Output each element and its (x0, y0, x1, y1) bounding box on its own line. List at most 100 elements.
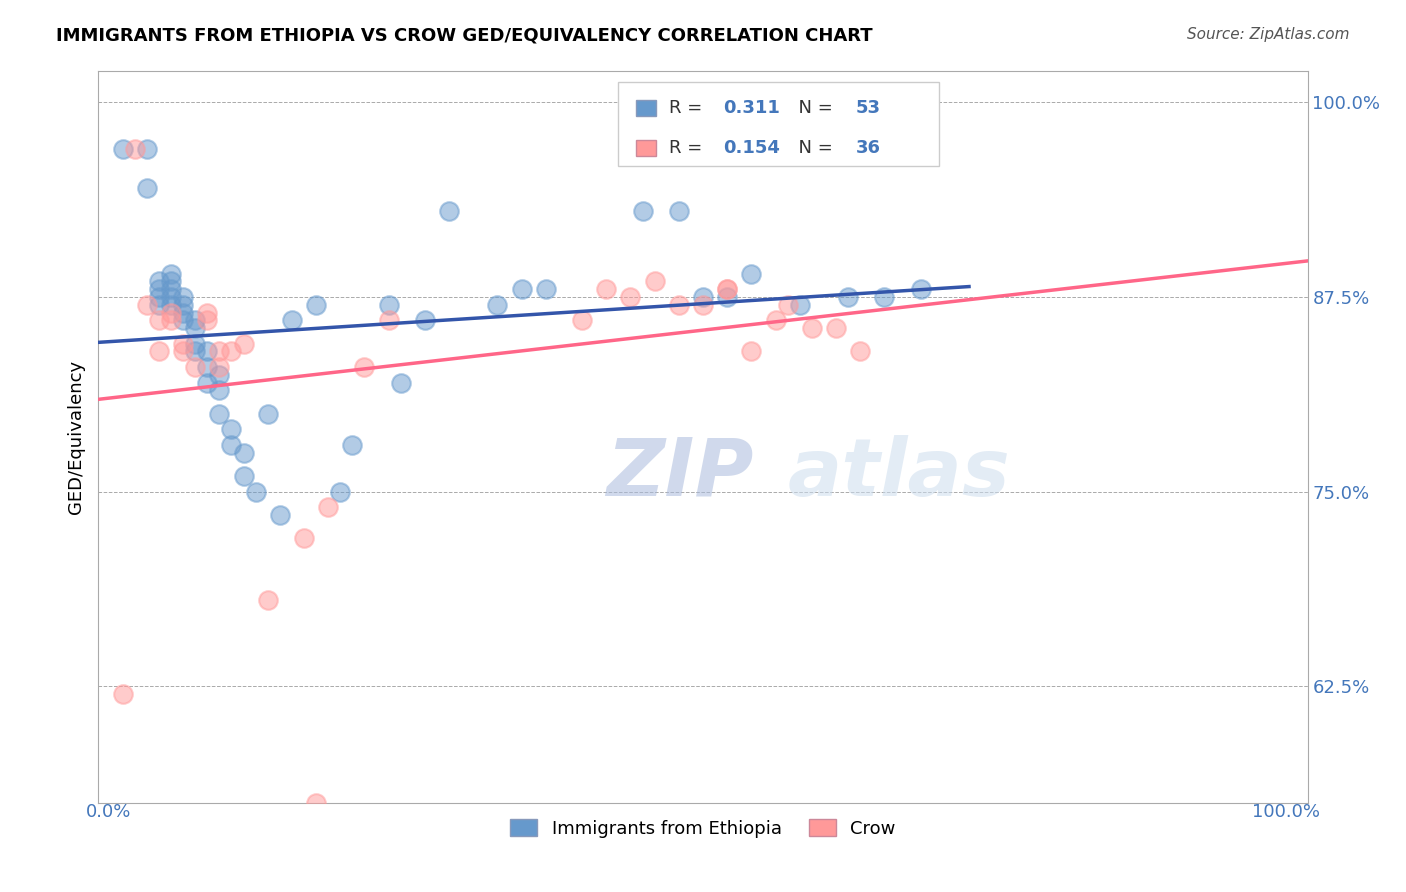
Point (668, 204, 690, 219)
Legend: Immigrants from Ethiopia, Crow: Immigrants from Ethiopia, Crow (503, 813, 903, 845)
Point (245, 484, 267, 499)
Point (160, 267, 183, 281)
Point (195, 305, 218, 319)
Point (740, 344, 762, 359)
Text: N =: N = (787, 99, 838, 117)
Point (644, 275, 666, 289)
Point (716, 290, 738, 304)
Point (148, 298, 170, 312)
Point (184, 359, 207, 374)
Point (111, 142, 134, 156)
Y-axis label: GED/Equivalency: GED/Equivalency (66, 360, 84, 514)
Point (873, 290, 896, 304)
Point (208, 407, 231, 421)
Point (281, 313, 304, 327)
Point (256, 593, 278, 607)
Point (329, 484, 352, 499)
FancyBboxPatch shape (637, 100, 657, 116)
Point (740, 267, 762, 281)
Point (135, 142, 157, 156)
Point (195, 344, 218, 359)
Point (292, 531, 315, 545)
Point (221, 422, 243, 436)
Point (305, 298, 328, 312)
FancyBboxPatch shape (637, 140, 657, 156)
Text: 53: 53 (856, 99, 882, 117)
Point (184, 321, 207, 335)
Point (208, 384, 231, 398)
Point (353, 359, 375, 374)
Point (232, 445, 254, 459)
Text: IMMIGRANTS FROM ETHIOPIA VS CROW GED/EQUIVALENCY CORRELATION CHART: IMMIGRANTS FROM ETHIOPIA VS CROW GED/EQU… (56, 27, 873, 45)
Text: R =: R = (668, 138, 707, 157)
Point (160, 305, 183, 319)
Point (256, 407, 278, 421)
Point (377, 313, 399, 327)
Point (172, 298, 194, 312)
Text: Source: ZipAtlas.com: Source: ZipAtlas.com (1187, 27, 1350, 42)
Point (910, 282, 932, 296)
Point (184, 336, 207, 351)
Text: 36: 36 (856, 138, 882, 157)
Point (148, 275, 170, 289)
Point (160, 313, 183, 327)
Point (195, 313, 218, 327)
Point (172, 313, 194, 327)
Point (135, 298, 157, 312)
Point (668, 298, 690, 312)
Point (160, 290, 183, 304)
Point (595, 282, 617, 296)
Point (232, 469, 254, 483)
Point (486, 298, 509, 312)
Text: atlas: atlas (787, 434, 1011, 513)
Point (716, 282, 738, 296)
Point (208, 344, 231, 359)
Point (571, 313, 593, 327)
Point (232, 336, 254, 351)
Point (208, 368, 231, 382)
Point (160, 275, 183, 289)
Text: N =: N = (787, 138, 838, 157)
Point (221, 344, 243, 359)
Point (619, 290, 641, 304)
Point (437, 204, 460, 219)
Point (389, 376, 412, 390)
Point (413, 313, 436, 327)
Point (195, 359, 218, 374)
Point (692, 290, 714, 304)
Point (269, 508, 291, 522)
Point (534, 282, 557, 296)
FancyBboxPatch shape (619, 82, 939, 167)
Point (148, 313, 170, 327)
Point (837, 290, 859, 304)
Point (692, 298, 714, 312)
Point (305, 796, 328, 810)
Point (172, 344, 194, 359)
Point (208, 359, 231, 374)
Text: 0.0%: 0.0% (86, 803, 132, 821)
Point (124, 142, 146, 156)
Point (776, 298, 799, 312)
Text: R =: R = (668, 99, 707, 117)
Point (111, 687, 134, 701)
Point (316, 500, 339, 515)
Text: 100.0%: 100.0% (1251, 803, 1320, 821)
Point (221, 438, 243, 452)
Point (160, 282, 183, 296)
Point (800, 321, 823, 335)
Point (195, 376, 218, 390)
Point (342, 438, 364, 452)
Point (160, 298, 183, 312)
Point (148, 282, 170, 296)
Point (825, 321, 848, 335)
Point (510, 282, 533, 296)
Point (789, 298, 811, 312)
Point (148, 344, 170, 359)
Point (172, 290, 194, 304)
Point (631, 204, 654, 219)
Point (377, 298, 399, 312)
Point (716, 282, 738, 296)
Point (172, 305, 194, 319)
Point (172, 336, 194, 351)
Point (849, 344, 872, 359)
